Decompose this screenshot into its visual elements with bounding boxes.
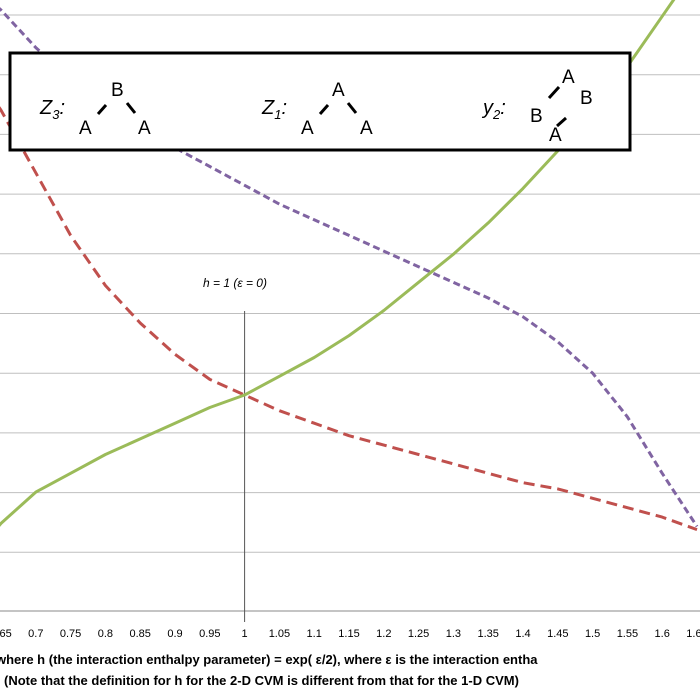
x-tick-label: 1.55 bbox=[617, 628, 638, 640]
svg-text:Z1:: Z1: bbox=[261, 97, 287, 122]
x-tick-label: 1.05 bbox=[269, 628, 290, 640]
legend-symbol: Z bbox=[261, 97, 275, 119]
x-tick-label: 0.65 bbox=[0, 628, 12, 640]
x-tick-label: 0.8 bbox=[98, 628, 113, 640]
x-tick-label: 0.7 bbox=[28, 628, 43, 640]
legend-suffix: : bbox=[500, 97, 506, 119]
legend-symbol: Z bbox=[39, 97, 53, 119]
x-tick-label: 0.95 bbox=[199, 628, 220, 640]
series-line-1 bbox=[0, 106, 698, 532]
bond bbox=[318, 104, 330, 115]
legend-item-z1: Z1: A A A bbox=[261, 80, 373, 139]
legend-subscript: 2 bbox=[492, 107, 501, 122]
atom-left: A bbox=[79, 118, 92, 139]
x-tick-label: 1.25 bbox=[408, 628, 429, 640]
bond bbox=[346, 102, 358, 114]
bond bbox=[96, 104, 108, 115]
atom-top: B bbox=[111, 80, 124, 101]
x-tick-label: 0.9 bbox=[167, 628, 182, 640]
x-tick-label: 1.45 bbox=[547, 628, 568, 640]
bond bbox=[125, 102, 137, 114]
legend-subscript: 1 bbox=[274, 107, 281, 122]
atom-left: A bbox=[301, 118, 314, 139]
bond bbox=[556, 116, 567, 128]
x-tick-label: 1.3 bbox=[446, 628, 461, 640]
svg-text:y2:: y2: bbox=[481, 97, 506, 122]
legend-suffix: : bbox=[59, 97, 65, 119]
legend-box bbox=[8, 51, 632, 152]
legend: Z3: B A A Z1: A A A y2: A B B A bbox=[8, 51, 632, 152]
x-tick-label: 1.5 bbox=[585, 628, 600, 640]
x-tick-label: 0.85 bbox=[129, 628, 150, 640]
x-tick-labels: 0.65 0.7 0.75 0.8 0.85 0.9 0.95 1 1.05 1.1 1.15 1.2… bbox=[0, 628, 700, 640]
atom-right: A bbox=[360, 118, 373, 139]
x-tick-label: 1.35 bbox=[477, 628, 498, 640]
atom-top: A bbox=[332, 80, 345, 101]
x-axis-label: where h (the interaction enthalpy parame… bbox=[0, 652, 538, 667]
legend-item-z3: Z3: B A A bbox=[39, 80, 151, 139]
x-axis-note: (Note that the definition for h for the … bbox=[4, 673, 519, 688]
bond bbox=[547, 85, 561, 100]
x-tick-label: 1.4 bbox=[515, 628, 530, 640]
legend-subscript: 3 bbox=[52, 107, 60, 122]
x-tick-label: 1.65 bbox=[686, 628, 700, 640]
x-tick-label: 0.75 bbox=[60, 628, 81, 640]
x-tick-label: 1.6 bbox=[655, 628, 670, 640]
x-tick-label: 1.1 bbox=[307, 628, 322, 640]
x-tick-label: 1.2 bbox=[376, 628, 391, 640]
x-tick-label: 1 bbox=[242, 628, 248, 640]
atom-top: A bbox=[562, 67, 575, 88]
atom-bottom: A bbox=[549, 125, 562, 146]
atom-right: A bbox=[138, 118, 151, 139]
legend-item-y2: y2: A B B A bbox=[481, 67, 593, 146]
h-equals-1-annotation: h = 1 (ε = 0) bbox=[203, 276, 267, 290]
svg-text:Z3:: Z3: bbox=[39, 97, 65, 122]
legend-symbol: y bbox=[481, 97, 494, 119]
atom-left: B bbox=[530, 106, 543, 127]
atom-right: B bbox=[580, 88, 593, 109]
x-tick-label: 1.15 bbox=[338, 628, 359, 640]
legend-suffix: : bbox=[281, 97, 287, 119]
